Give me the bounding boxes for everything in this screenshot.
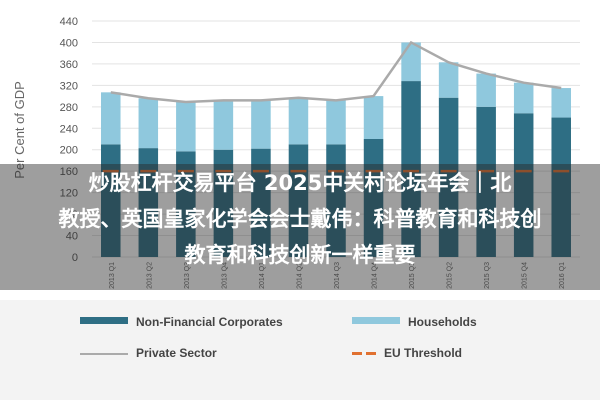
bar-non-financial-corporates — [101, 144, 121, 257]
y-axis-label: Per Cent of GDP — [12, 81, 27, 179]
bar-households — [288, 97, 309, 145]
overlay-line-3: 教育和科技创新一样重要 — [184, 243, 416, 267]
bar-non-financial-corporates — [176, 151, 196, 257]
line-private-sector — [110, 40, 562, 104]
y-tick-label: 120 — [60, 188, 78, 200]
legend-swatch-eu-threshold — [352, 352, 362, 355]
bar-households — [213, 100, 234, 150]
x-tick-label: 2013 Q4 — [221, 262, 228, 289]
bar-non-financial-corporates — [213, 149, 234, 257]
legend: Non-Financial Corporates Households Priv… — [0, 300, 600, 400]
bar-households — [138, 98, 159, 149]
y-tick-label: 440 — [60, 16, 78, 28]
y-tick-label: 80 — [66, 209, 78, 221]
y-tick-label: 200 — [60, 145, 78, 157]
x-axis-ticks: 2013 Q1 2013 Q2 2013 Q3 2013 Q4 2014 Q1 2014 … — [109, 262, 566, 289]
legend-swatch-non-financial — [80, 317, 128, 324]
x-tick-label: 2014 Q3 — [334, 262, 341, 289]
legend-label-eu-threshold: EU Threshold — [384, 346, 463, 360]
bar-households — [251, 100, 271, 149]
x-tick-label: 2014 Q4 — [372, 262, 379, 289]
x-tick-label: 2014 Q1 — [259, 262, 266, 289]
overlay-line-1: 炒股杠杆交易平台 2025中关村论坛年会｜北 — [88, 171, 512, 195]
legend-swatch-eu-threshold-2 — [366, 352, 376, 355]
bar-non-financial-corporates — [363, 139, 384, 257]
legend-swatch-households — [352, 317, 400, 324]
legend-label-non-financial: Non-Financial Corporates — [136, 315, 283, 329]
bar-households — [176, 101, 196, 152]
x-tick-label: 2015 Q1 — [409, 262, 416, 289]
bar-non-financial-corporates — [326, 144, 346, 257]
x-tick-label: 2015 Q2 — [447, 262, 454, 289]
bar-non-financial-corporates — [438, 97, 459, 257]
bar-non-financial-corporates — [251, 148, 271, 257]
y-axis-ticks: 0 40 80 120 160 200 240 280 320 360 400 440 — [60, 16, 78, 264]
x-tick-label: 2016 Q1 — [559, 262, 566, 289]
y-tick-label: 280 — [60, 102, 78, 114]
bars — [101, 42, 571, 258]
y-tick-label: 240 — [60, 123, 78, 135]
bar-non-financial-corporates — [138, 148, 159, 257]
legend-swatch-private-sector — [80, 353, 128, 355]
bar-households — [551, 88, 571, 118]
x-tick-label: 2013 Q3 — [184, 262, 191, 289]
bar-households — [438, 62, 459, 98]
bar-households — [476, 73, 496, 107]
series-lines — [102, 40, 570, 173]
x-tick-label: 2013 Q2 — [146, 262, 153, 289]
legend-label-households: Households — [408, 315, 477, 329]
bar-non-financial-corporates — [288, 144, 309, 257]
y-tick-label: 320 — [60, 80, 78, 92]
bar-non-financial-corporates — [401, 81, 421, 257]
bar-households — [513, 82, 534, 114]
x-tick-label: 2015 Q3 — [484, 262, 491, 289]
x-tick-label: 2014 Q2 — [296, 262, 303, 289]
overlay-line-2: 教授、英国皇家化学会会士戴伟：科普教育和科技创 — [58, 207, 542, 231]
bar-non-financial-corporates — [513, 113, 534, 257]
y-tick-label: 40 — [66, 231, 78, 243]
chart: 0 40 80 120 160 200 240 280 320 360 400 440 2013 Q1… — [12, 16, 580, 289]
bar-households — [326, 100, 346, 145]
text-overlay-banner: 炒股杠杆交易平台 2025中关村论坛年会｜北 教授、英国皇家化学会会士戴伟：科普… — [0, 164, 600, 290]
y-tick-label: 400 — [60, 37, 78, 49]
bar-households — [401, 42, 421, 82]
y-tick-label: 360 — [60, 59, 78, 71]
x-tick-label: 2015 Q4 — [522, 262, 529, 289]
bar-non-financial-corporates — [476, 106, 496, 258]
bar-non-financial-corporates — [551, 117, 571, 257]
x-tick-label: 2013 Q1 — [109, 262, 116, 289]
y-tick-label: 160 — [60, 166, 78, 178]
legend-label-private-sector: Private Sector — [136, 346, 217, 360]
bar-households — [101, 92, 121, 145]
bar-households — [363, 96, 384, 139]
y-tick-label: 0 — [72, 252, 78, 264]
